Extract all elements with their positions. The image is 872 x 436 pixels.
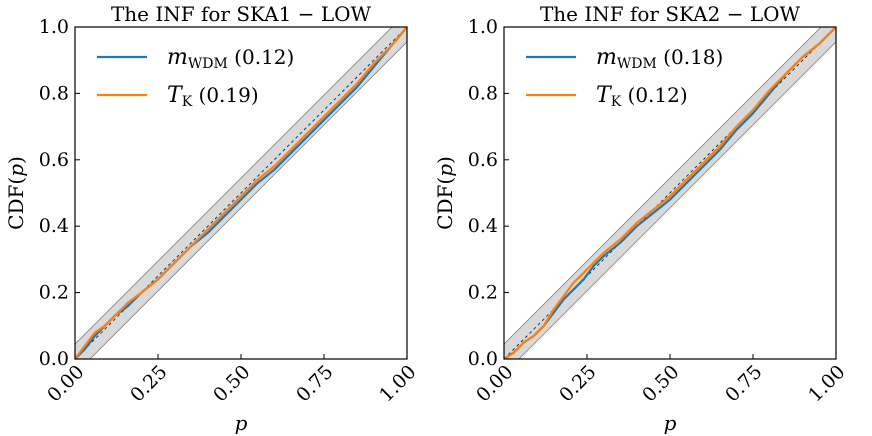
y-tick-label: 1.0 xyxy=(39,16,69,38)
chart-panel-1: 0.00 0.25 0.50 0.75 1.000.00.20.40.60.81.0Th… xyxy=(4,2,421,435)
y-tick-label: 0.2 xyxy=(468,282,498,304)
y-tick-label: 0.0 xyxy=(39,348,69,370)
legend-label-sub: WDM xyxy=(188,56,228,72)
y-axis-label-var: p xyxy=(4,164,28,177)
legend-label-tail: (0.12) xyxy=(621,83,688,107)
legend-label-sub: K xyxy=(611,94,622,110)
plot-area xyxy=(504,27,836,359)
x-tick-label: 0.25 xyxy=(126,361,171,406)
y-tick-label: 0.8 xyxy=(39,82,69,104)
series-line-2 xyxy=(504,27,836,359)
legend-label-1: mWDM (0.18) xyxy=(596,45,723,72)
legend-label-1: mWDM (0.12) xyxy=(167,45,294,72)
chart-title: The INF for SKA2 − LOW xyxy=(540,2,801,26)
x-tick-label: 1.00 xyxy=(375,361,420,406)
legend-label-sub: WDM xyxy=(617,56,657,72)
y-tick-label: 1.0 xyxy=(468,16,498,38)
legend-label-main: T xyxy=(596,83,613,108)
y-tick-label: 0.4 xyxy=(468,215,498,237)
x-tick-label: 0.25 xyxy=(555,361,600,406)
y-tick-label: 0.6 xyxy=(468,149,498,171)
chart-title: The INF for SKA1 − LOW xyxy=(111,2,372,26)
legend-label-main: T xyxy=(167,83,184,108)
y-axis-label-var: p xyxy=(433,164,457,177)
y-axis-label-tail: ) xyxy=(433,156,457,164)
legend-label-2: TK (0.12) xyxy=(596,83,688,110)
y-axis-label: CDF(p) xyxy=(4,156,28,230)
x-tick-label: 1.00 xyxy=(804,361,849,406)
legend-label-main: m xyxy=(596,45,617,70)
plot-area xyxy=(75,27,407,359)
legend-label-tail: (0.18) xyxy=(657,45,724,69)
x-tick-label: 0.50 xyxy=(638,361,683,406)
y-axis-label: CDF(p) xyxy=(433,156,457,230)
x-tick-label: 0.75 xyxy=(292,361,337,406)
y-tick-label: 0.2 xyxy=(39,282,69,304)
legend-label-2: TK (0.19) xyxy=(167,83,259,110)
y-axis-label-tail: ) xyxy=(4,156,28,164)
series-line-2 xyxy=(75,27,407,359)
y-axis-label-head: CDF( xyxy=(433,177,457,230)
legend-label-tail: (0.12) xyxy=(228,45,295,69)
y-tick-label: 0.8 xyxy=(468,82,498,104)
legend-label-tail: (0.19) xyxy=(192,83,259,107)
x-axis-label: p xyxy=(664,411,677,435)
y-tick-label: 0.4 xyxy=(39,215,69,237)
x-tick-label: 0.50 xyxy=(209,361,254,406)
x-axis-label: p xyxy=(235,411,248,435)
chart-panel-2: 0.00 0.25 0.50 0.75 1.000.00.20.40.60.81.0Th… xyxy=(433,2,850,435)
y-axis-label-head: CDF( xyxy=(4,177,28,230)
x-tick-label: 0.75 xyxy=(721,361,766,406)
y-tick-label: 0.6 xyxy=(39,149,69,171)
legend-label-main: m xyxy=(167,45,188,70)
legend-label-sub: K xyxy=(182,94,193,110)
y-tick-label: 0.0 xyxy=(468,348,498,370)
